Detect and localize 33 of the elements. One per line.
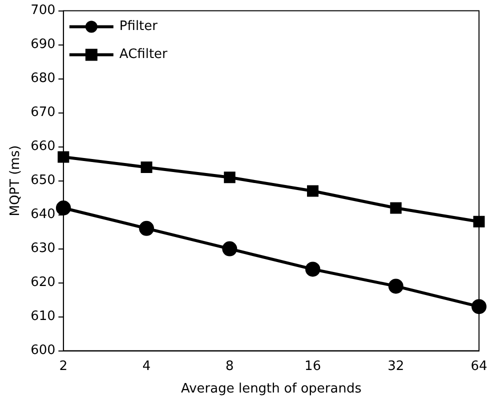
point — [140, 161, 152, 173]
y-axis-title: MQPT (ms) — [8, 145, 24, 216]
y-tick-label: 650 — [30, 173, 56, 188]
y-tick-label: 630 — [30, 241, 56, 256]
y-tick-label: 600 — [30, 343, 56, 358]
point — [222, 241, 238, 256]
point — [305, 262, 320, 277]
x-tick-label: 16 — [304, 358, 322, 374]
y-tick-label: 620 — [30, 275, 56, 290]
y-tick-label: 680 — [30, 71, 56, 86]
legend-label: ACfilter — [119, 47, 168, 62]
x-axis-title: Average length of operands — [180, 382, 362, 397]
point — [473, 216, 485, 228]
point — [307, 185, 319, 197]
point — [472, 299, 486, 314]
y-tick-label: 690 — [30, 37, 56, 52]
x-tick-label: 32 — [388, 358, 404, 374]
point — [390, 202, 402, 214]
y-tick-label: 610 — [30, 309, 56, 324]
x-tick-label: 64 — [470, 358, 488, 374]
legend-label: Pfilter — [119, 19, 158, 34]
y-tick-label: 670 — [30, 105, 56, 120]
x-tick-label: 8 — [226, 358, 234, 374]
x-tick-label: 2 — [59, 358, 68, 374]
point — [56, 200, 71, 216]
point — [139, 220, 154, 236]
y-tick-label: 700 — [30, 3, 56, 18]
point — [224, 172, 236, 184]
y-tick-label: 660 — [30, 139, 56, 154]
point — [58, 151, 70, 163]
x-tick-label: 4 — [142, 358, 151, 374]
point — [388, 278, 404, 294]
y-tick-label: 640 — [30, 207, 56, 222]
